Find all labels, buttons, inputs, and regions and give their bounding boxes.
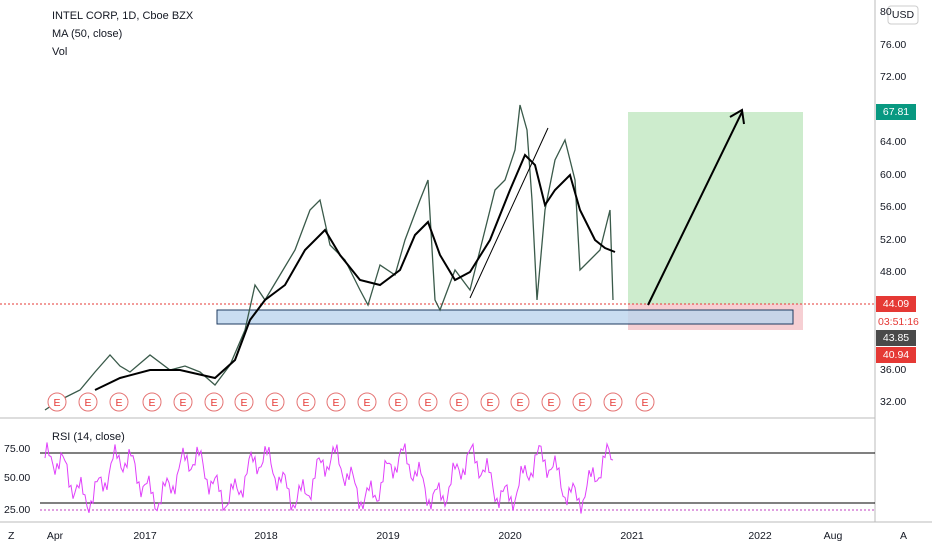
earnings-label[interactable]: E bbox=[578, 397, 585, 409]
time-label: 2021 bbox=[620, 530, 644, 542]
earnings-marker[interactable] bbox=[234, 392, 254, 412]
trend-line bbox=[469, 127, 549, 299]
earnings-label[interactable]: E bbox=[547, 397, 554, 409]
price-label: 72.00 bbox=[880, 71, 906, 83]
earnings-marker[interactable] bbox=[204, 392, 224, 412]
support-zone bbox=[216, 309, 794, 325]
currency[interactable]: USD bbox=[892, 9, 915, 21]
projection-arrow bbox=[647, 111, 743, 306]
earnings-label[interactable]: E bbox=[53, 397, 60, 409]
earnings-label[interactable]: E bbox=[363, 397, 370, 409]
price-label: 56.00 bbox=[880, 201, 906, 213]
rsi-level: 25.00 bbox=[4, 504, 30, 516]
earnings-marker[interactable] bbox=[603, 392, 623, 412]
earnings-marker[interactable] bbox=[510, 392, 530, 412]
price-label: 52.00 bbox=[880, 234, 906, 246]
earnings-label[interactable]: E bbox=[394, 397, 401, 409]
profit-zone bbox=[628, 112, 803, 304]
price-label: 64.00 bbox=[880, 136, 906, 148]
earnings-marker[interactable] bbox=[418, 392, 438, 412]
price-label: 48.00 bbox=[880, 266, 906, 278]
price-label: 60.00 bbox=[880, 169, 906, 181]
earnings-marker[interactable] bbox=[572, 392, 592, 412]
time-label: Aug bbox=[824, 530, 843, 542]
earnings-label[interactable]: E bbox=[455, 397, 462, 409]
badge-last bbox=[876, 296, 916, 312]
earnings-label[interactable]: E bbox=[424, 397, 431, 409]
earnings-marker[interactable] bbox=[388, 392, 408, 412]
earnings-marker[interactable] bbox=[480, 392, 500, 412]
earnings-label[interactable]: E bbox=[486, 397, 493, 409]
earnings-label[interactable]: E bbox=[332, 397, 339, 409]
countdown: 03:51:16 bbox=[878, 316, 919, 328]
earnings-marker[interactable] bbox=[142, 392, 162, 412]
earnings-marker[interactable] bbox=[635, 392, 655, 412]
rsi-title: RSI (14, close) bbox=[52, 431, 125, 443]
earnings-marker[interactable] bbox=[265, 392, 285, 412]
earnings-label[interactable]: E bbox=[115, 397, 122, 409]
badge-target-text: 67.81 bbox=[883, 106, 909, 118]
badge-stop bbox=[876, 347, 916, 363]
price-label: 80 bbox=[880, 6, 892, 18]
rsi-line bbox=[44, 442, 614, 514]
arrow-head bbox=[729, 108, 745, 125]
rsi-level: 50.00 bbox=[4, 472, 30, 484]
earnings-label[interactable]: E bbox=[609, 397, 616, 409]
corner-left[interactable]: Z bbox=[8, 530, 15, 542]
earnings-label[interactable]: E bbox=[641, 397, 648, 409]
rsi-level: 75.00 bbox=[4, 443, 30, 455]
earnings-marker[interactable] bbox=[47, 392, 67, 412]
price-label: 32.00 bbox=[880, 396, 906, 408]
earnings-marker[interactable] bbox=[173, 392, 193, 412]
earnings-label[interactable]: E bbox=[210, 397, 217, 409]
earnings-label[interactable]: E bbox=[84, 397, 91, 409]
currency-button[interactable] bbox=[887, 5, 919, 25]
earnings-label[interactable]: E bbox=[179, 397, 186, 409]
badge-target bbox=[876, 104, 916, 120]
time-label: 2022 bbox=[748, 530, 772, 542]
vol-label: Vol bbox=[52, 46, 67, 58]
earnings-marker[interactable] bbox=[326, 392, 346, 412]
earnings-marker[interactable] bbox=[541, 392, 561, 412]
time-label: 2019 bbox=[376, 530, 400, 542]
time-label: 2020 bbox=[498, 530, 522, 542]
ma-label: MA (50, close) bbox=[52, 28, 122, 40]
earnings-marker[interactable] bbox=[78, 392, 98, 412]
corner-right[interactable]: A bbox=[900, 530, 907, 542]
badge-last-text: 44.09 bbox=[883, 298, 909, 310]
badge-prev-text: 43.85 bbox=[883, 332, 909, 344]
earnings-label[interactable]: E bbox=[302, 397, 309, 409]
time-label: Apr bbox=[47, 530, 64, 542]
time-label: 2017 bbox=[133, 530, 157, 542]
earnings-label[interactable]: E bbox=[516, 397, 523, 409]
badge-stop-text: 40.94 bbox=[883, 349, 909, 361]
earnings-label[interactable]: E bbox=[240, 397, 247, 409]
earnings-marker[interactable] bbox=[449, 392, 469, 412]
time-label: 2018 bbox=[254, 530, 278, 542]
earnings-marker[interactable] bbox=[357, 392, 377, 412]
price-label: 76.00 bbox=[880, 39, 906, 51]
earnings-marker[interactable] bbox=[109, 392, 129, 412]
earnings-label[interactable]: E bbox=[271, 397, 278, 409]
earnings-label[interactable]: E bbox=[148, 397, 155, 409]
title: INTEL CORP, 1D, Cboe BZX bbox=[52, 10, 194, 22]
ma-line bbox=[94, 153, 616, 391]
price-label: 36.00 bbox=[880, 364, 906, 376]
earnings-marker[interactable] bbox=[296, 392, 316, 412]
badge-prev bbox=[876, 330, 916, 346]
